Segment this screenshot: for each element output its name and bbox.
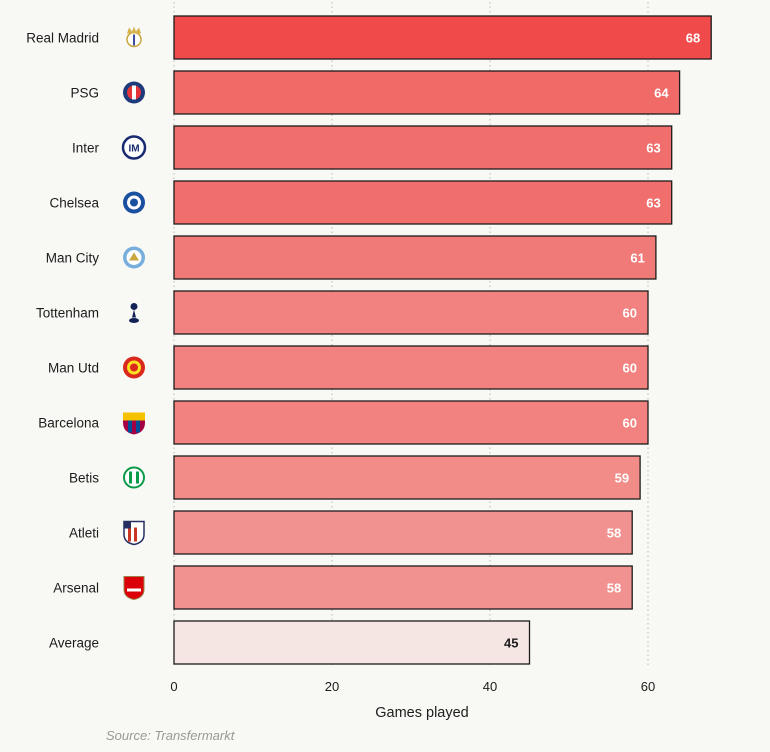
- bar-tottenham: [173, 290, 649, 335]
- chelsea-crest-icon: [123, 191, 145, 214]
- category-label-average: Average: [49, 636, 99, 651]
- bar-psg: [173, 70, 681, 115]
- bar-betis: [173, 455, 641, 500]
- value-label-barcelona: 60: [623, 416, 637, 431]
- value-label-tottenham: 60: [623, 306, 637, 321]
- bar-man-city: [173, 235, 657, 280]
- man-utd-crest-icon: [123, 356, 145, 379]
- category-label-inter: Inter: [72, 141, 100, 156]
- value-label-arsenal: 58: [607, 581, 621, 596]
- x-axis-label: Games played: [375, 705, 469, 721]
- value-label-psg: 64: [654, 86, 669, 101]
- real-madrid-crest-icon: [126, 26, 142, 48]
- category-label-atleti: Atleti: [69, 526, 99, 541]
- category-label-tottenham: Tottenham: [36, 306, 99, 321]
- bar-chelsea: [173, 180, 673, 225]
- value-label-chelsea: 63: [646, 196, 660, 211]
- category-label-betis: Betis: [69, 471, 99, 486]
- value-label-atleti: 58: [607, 526, 621, 541]
- bar-average: [173, 620, 531, 665]
- bar-atleti: [173, 510, 633, 555]
- category-label-man-utd: Man Utd: [48, 361, 99, 376]
- category-label-barcelona: Barcelona: [38, 416, 99, 431]
- tottenham-crest-icon: [129, 303, 139, 323]
- bar-inter: [173, 125, 673, 170]
- value-label-average: 45: [504, 636, 518, 651]
- bar-real-madrid: [173, 15, 712, 60]
- value-label-real-madrid: 68: [686, 31, 700, 46]
- betis-crest-icon: [123, 466, 145, 489]
- value-label-betis: 59: [615, 471, 629, 486]
- x-tick-label-0: 0: [170, 679, 177, 694]
- inter-crest-icon: IM: [121, 135, 147, 160]
- bar-man-utd: [173, 345, 649, 390]
- source-note: Source: Transfermarkt: [106, 728, 235, 743]
- bar-arsenal: [173, 565, 633, 610]
- barcelona-crest-icon: [123, 412, 145, 435]
- atleti-crest-icon: [123, 520, 145, 546]
- category-label-psg: PSG: [70, 86, 99, 101]
- arsenal-crest-icon: [123, 576, 145, 601]
- bar-barcelona: [173, 400, 649, 445]
- x-tick-label-40: 40: [483, 679, 497, 694]
- category-label-real-madrid: Real Madrid: [26, 31, 99, 46]
- x-tick-label-20: 20: [325, 679, 339, 694]
- psg-crest-icon: [123, 81, 145, 104]
- category-label-man-city: Man City: [46, 251, 100, 266]
- value-label-man-utd: 60: [623, 361, 637, 376]
- category-label-arsenal: Arsenal: [53, 581, 99, 596]
- svg-text:IM: IM: [128, 144, 139, 155]
- x-tick-label-60: 60: [641, 679, 655, 694]
- value-label-inter: 63: [646, 141, 660, 156]
- category-label-chelsea: Chelsea: [49, 196, 99, 211]
- man-city-crest-icon: [123, 246, 145, 269]
- value-label-man-city: 61: [630, 251, 644, 266]
